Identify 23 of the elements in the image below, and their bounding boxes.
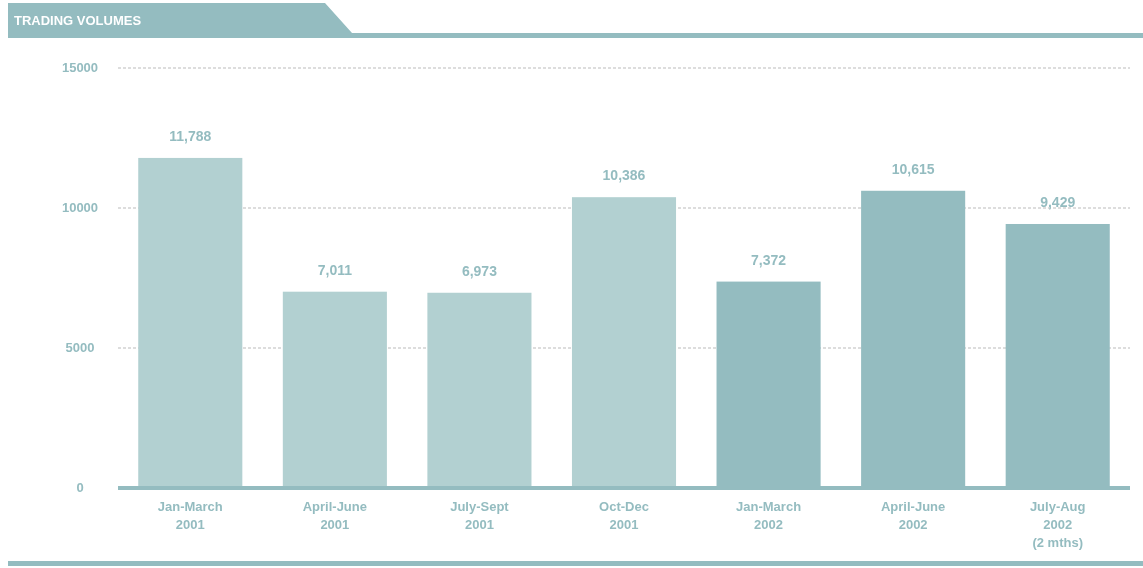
bar [282, 291, 387, 488]
x-tick-label: July-Aug 2002 (2 mths) [1029, 499, 1086, 550]
data-label: 11,788 [169, 127, 212, 144]
bar [138, 157, 243, 488]
data-label: 7,011 [317, 261, 353, 278]
bar [427, 292, 532, 488]
data-label: 10,386 [602, 167, 646, 184]
data-label: 10,615 [891, 160, 935, 177]
data-label: 6,973 [461, 262, 498, 279]
y-tick-label: 15000 [61, 60, 99, 75]
x-tick-label: Oct-Dec 2001 [599, 499, 649, 532]
y-tick-label: 10000 [61, 200, 99, 215]
y-tick-label: 5000 [65, 340, 95, 355]
x-tick-label: April-June 2002 [880, 499, 946, 532]
data-label: 7,372 [751, 251, 787, 268]
y-tick-label: 0 [76, 480, 84, 495]
x-tick-label: Jan-March 2002 [736, 499, 802, 532]
x-tick-label: April-June 2001 [302, 499, 368, 532]
x-tick-label: July-Sept 2001 [450, 499, 510, 532]
bar [571, 197, 677, 488]
data-label: 9,429 [1040, 193, 1076, 210]
x-tick-label: Jan-March 2001 [157, 499, 223, 532]
chart-title: TRADING VOLUMES [14, 13, 142, 28]
